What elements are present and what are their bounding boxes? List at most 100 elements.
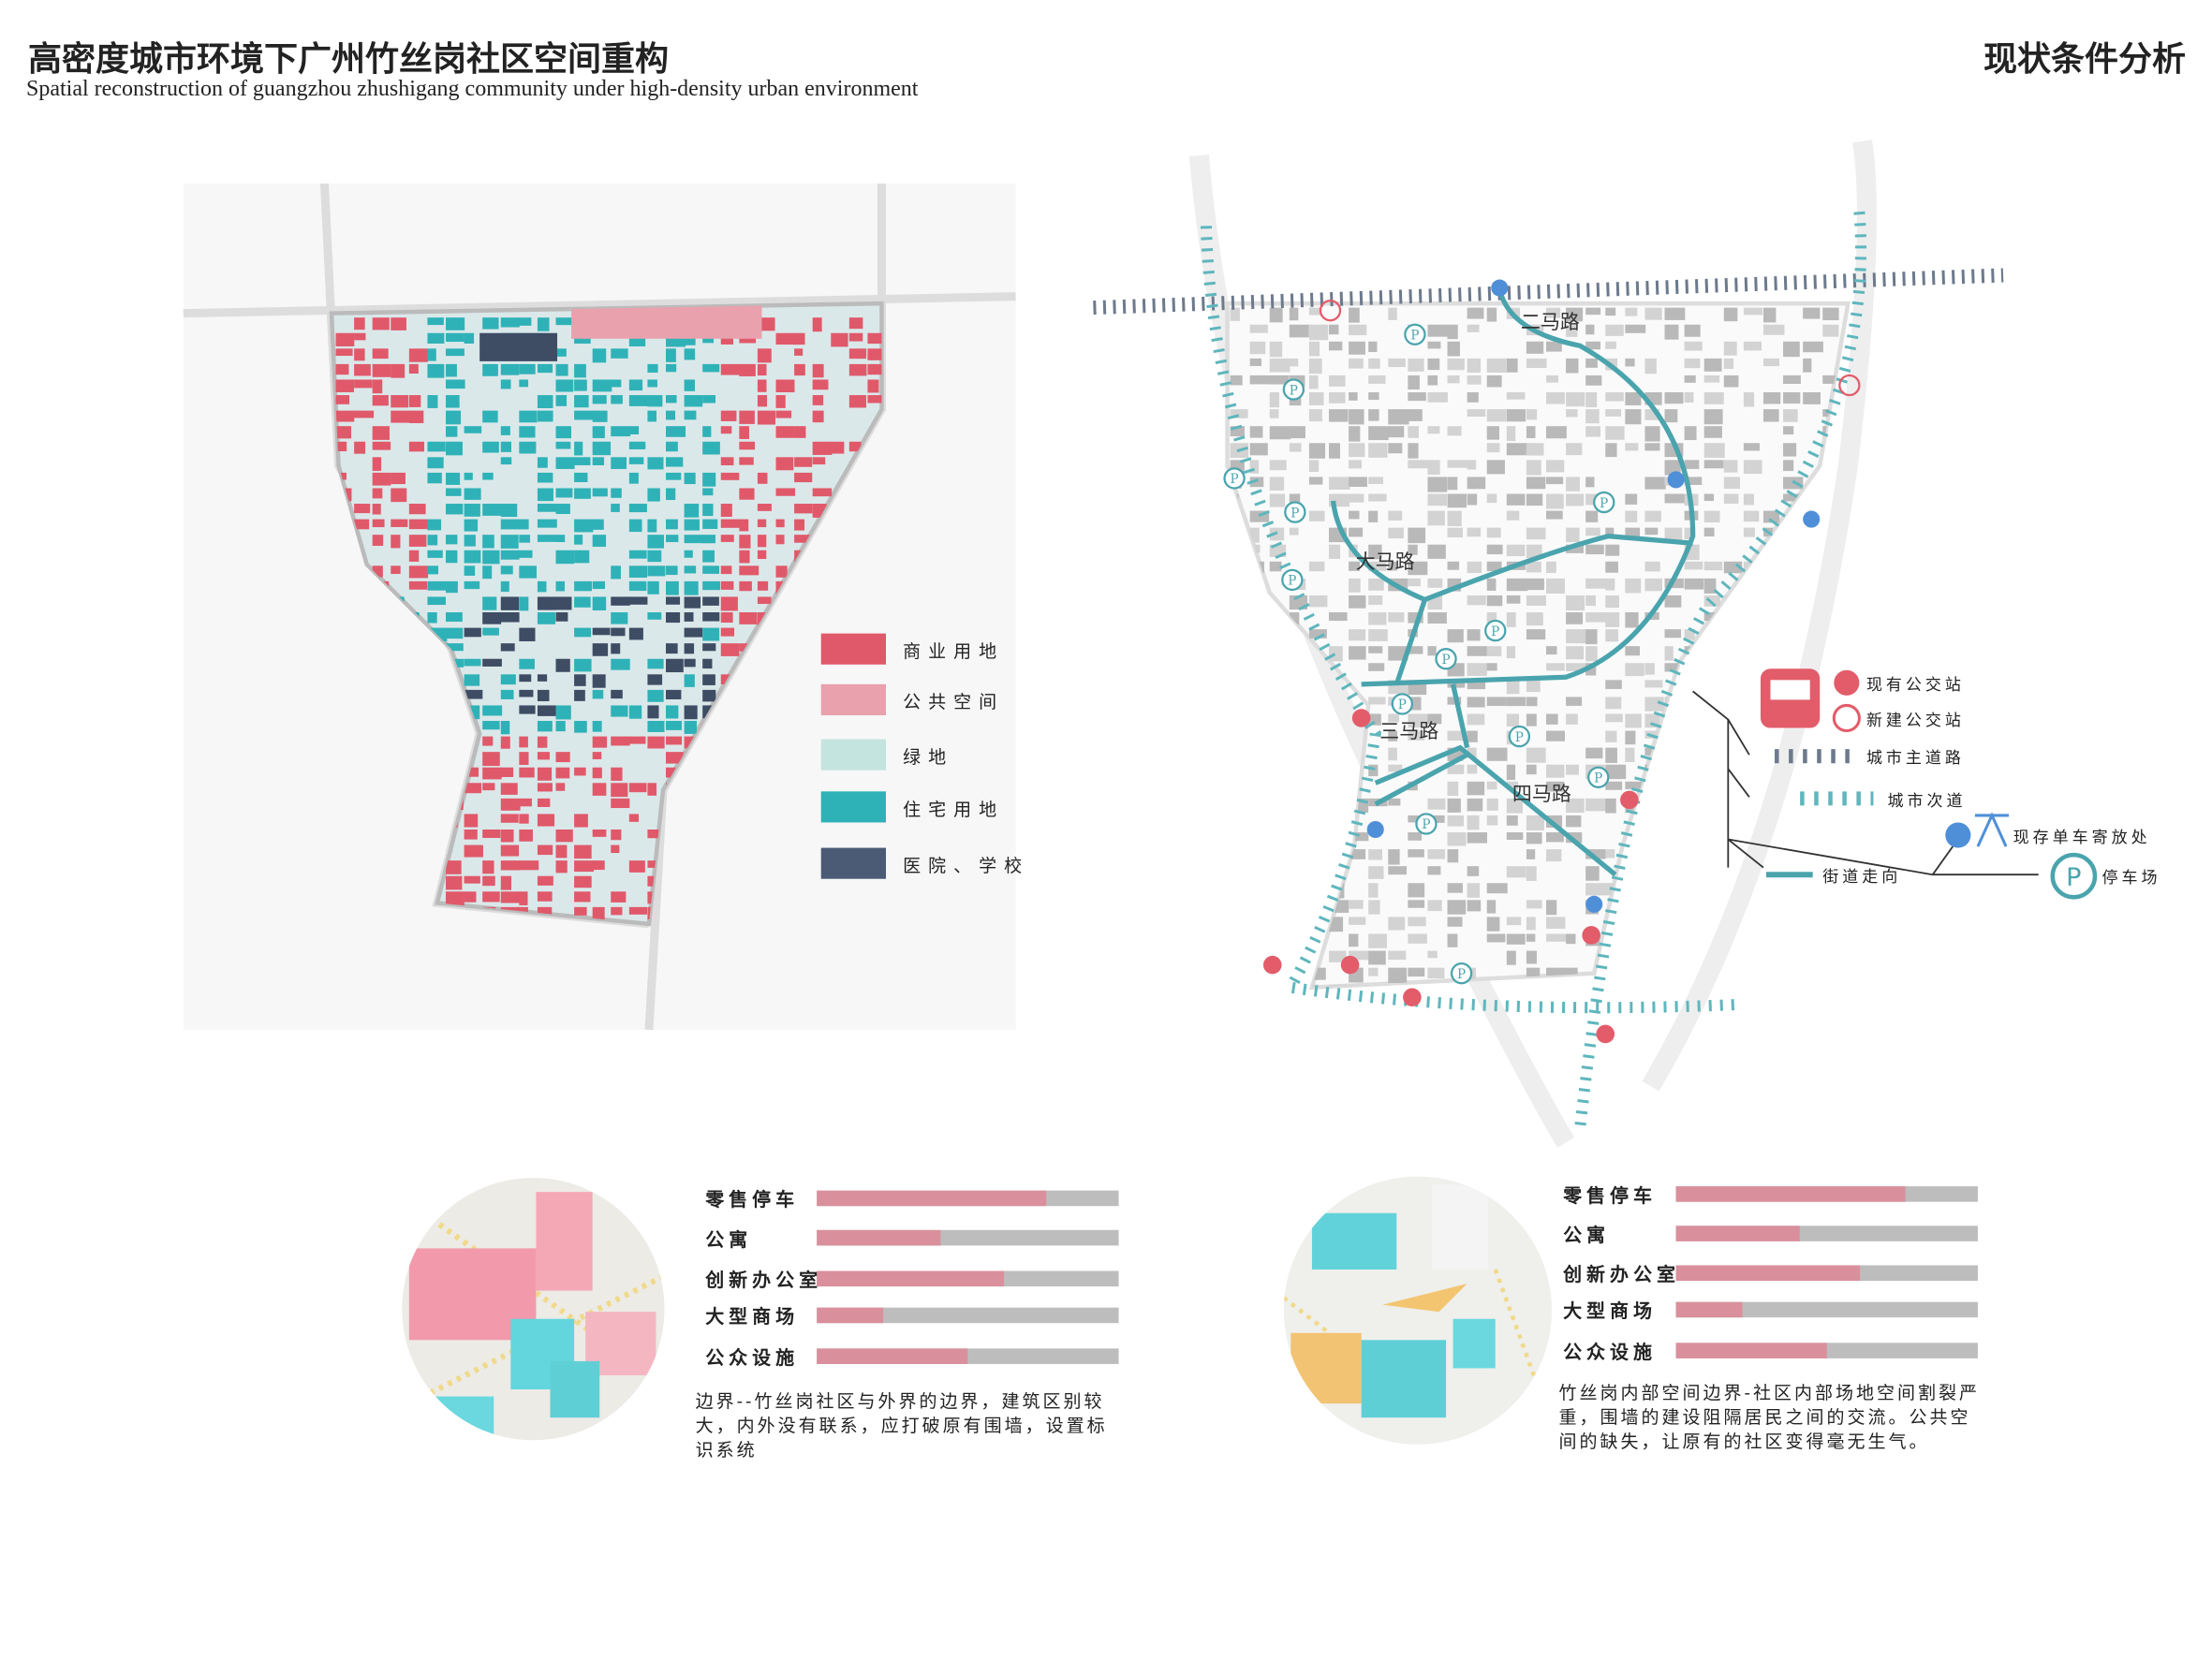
building [647,457,664,470]
building [1447,477,1458,491]
building [1467,798,1483,812]
building [1388,612,1405,623]
metric-label: 公众设施 [705,1346,800,1370]
building [1427,984,1447,988]
building [757,596,772,605]
building [1249,680,1266,690]
building [775,395,786,408]
road-label: 四马路 [1512,782,1571,805]
building [1368,612,1387,625]
building [1486,917,1500,932]
road-label: 三马路 [1379,720,1439,743]
building [1783,646,1798,654]
building [1467,713,1485,726]
building [867,379,879,393]
building [1289,324,1309,338]
building [702,658,713,669]
building [757,580,769,591]
building [1447,849,1459,863]
building [592,379,612,392]
building [1803,764,1813,778]
building [1566,307,1584,322]
building [555,488,573,498]
building [1486,883,1508,894]
building [519,736,528,748]
building [500,721,510,735]
building [1644,680,1663,688]
building [592,767,602,779]
building [1486,443,1500,453]
building [446,612,463,623]
building [1230,849,1246,859]
building [537,798,551,807]
building [592,426,605,438]
building [482,891,500,903]
building [611,783,628,798]
building [1388,443,1403,454]
building [1408,578,1421,587]
building [464,689,483,699]
building [1408,409,1423,421]
building [1703,578,1717,594]
building [1684,950,1705,961]
building [1447,730,1468,741]
building [1486,798,1498,811]
legend-swatch [820,633,887,665]
building [1783,392,1801,404]
building [702,488,714,496]
building [647,830,666,839]
building [720,612,733,624]
building [1308,324,1329,341]
building [519,363,536,374]
building [757,363,767,376]
building [1703,713,1713,730]
building [1703,900,1723,914]
building [1723,764,1735,781]
building [555,705,571,720]
building [408,580,428,590]
building [519,658,535,669]
building [555,752,570,763]
building [1822,324,1839,337]
building [1329,612,1348,622]
building [1605,798,1616,814]
building [1427,646,1437,656]
building [1526,950,1537,964]
building [1743,764,1757,776]
building [1486,697,1507,707]
building [482,504,502,516]
building [1664,578,1684,589]
building [1329,443,1340,459]
building [1289,883,1305,897]
building [1368,409,1379,421]
building [372,504,381,515]
parking-icon: P [1288,574,1296,589]
building [519,705,536,714]
building [519,519,529,530]
building [1230,933,1251,942]
building [519,410,538,423]
building [628,379,643,391]
building [1408,967,1425,977]
building [1447,374,1460,384]
building [1427,815,1445,823]
building [1762,595,1785,609]
building [1545,933,1568,942]
section-title: 现状条件分析 [1983,39,2186,79]
building [1625,307,1638,316]
building [1644,358,1657,374]
building [537,736,548,748]
building [1329,544,1341,559]
building [354,348,365,361]
building [647,783,657,796]
building [391,519,408,527]
building [1230,629,1250,640]
building [647,674,663,685]
building [1289,680,1308,693]
building [1545,561,1556,574]
building [1308,460,1320,473]
building [482,767,502,780]
building [1605,713,1623,723]
building [1566,798,1585,814]
building [1526,629,1546,640]
